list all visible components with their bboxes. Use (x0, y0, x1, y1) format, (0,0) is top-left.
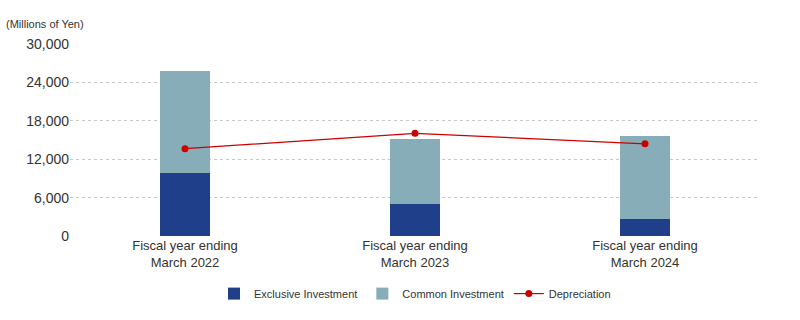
svg-text:12,000: 12,000 (26, 151, 69, 167)
svg-text:(Millions of Yen): (Millions of Yen) (6, 18, 84, 30)
svg-text:Fiscal year endingMarch 2024: Fiscal year endingMarch 2024 (592, 238, 698, 270)
svg-text:Fiscal year endingMarch 2022: Fiscal year endingMarch 2022 (132, 238, 238, 270)
svg-text:Fiscal year endingMarch 2023: Fiscal year endingMarch 2023 (362, 238, 468, 270)
svg-text:18,000: 18,000 (26, 113, 69, 129)
svg-text:Exclusive Investment: Exclusive Investment (254, 288, 357, 300)
svg-text:6,000: 6,000 (34, 190, 69, 206)
svg-text:Depreciation: Depreciation (549, 288, 611, 300)
svg-text:30,000: 30,000 (26, 36, 69, 52)
svg-text:24,000: 24,000 (26, 74, 69, 90)
svg-text:Common Investment: Common Investment (402, 288, 503, 300)
svg-text:0: 0 (61, 228, 69, 244)
